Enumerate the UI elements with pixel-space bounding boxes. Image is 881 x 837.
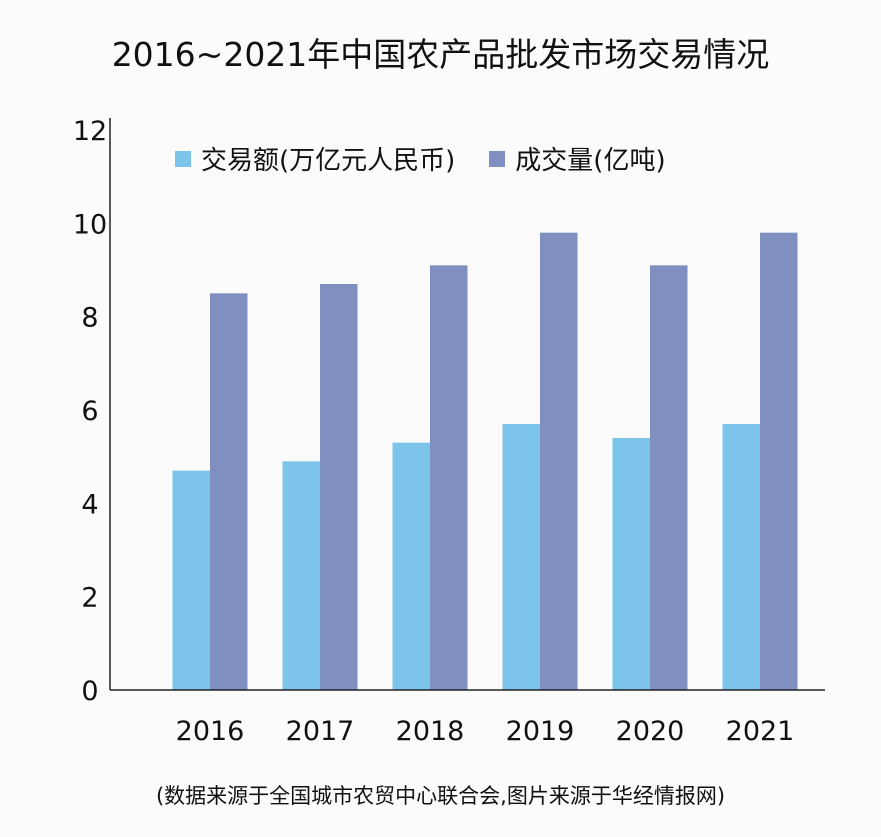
- bar-2019-series-0: [502, 424, 540, 690]
- legend: 交易额(万亿元人民币) 成交量(亿吨): [175, 140, 700, 177]
- legend-label: 交易额(万亿元人民币): [201, 146, 456, 176]
- legend-label: 成交量(亿吨): [515, 146, 666, 176]
- bar-2020-series-0: [612, 438, 650, 690]
- bar-2021-series-0: [722, 424, 760, 690]
- bar-2017-series-1: [320, 284, 358, 690]
- legend-item-volume: 成交量(亿吨): [489, 140, 666, 177]
- bar-2018-series-1: [430, 265, 468, 690]
- y-tick-label: 8: [81, 303, 98, 334]
- legend-item-trade-value: 交易额(万亿元人民币): [175, 140, 455, 177]
- x-tick-label: 2018: [396, 716, 465, 747]
- source-note: (数据来源于全国城市农贸中心联合会,图片来源于华经情报网): [155, 784, 726, 808]
- x-tick-label: 2016: [176, 716, 245, 747]
- x-tick-label: 2020: [616, 716, 685, 747]
- legend-swatch: [175, 150, 191, 167]
- bar-2017-series-0: [282, 461, 320, 690]
- y-tick-label: 2: [81, 583, 98, 614]
- y-tick-label: 0: [81, 676, 98, 707]
- legend-swatch: [489, 150, 506, 167]
- y-tick-label: 4: [81, 489, 98, 520]
- y-tick-label: 6: [81, 396, 98, 427]
- bar-2019-series-1: [540, 232, 578, 690]
- bar-2016-series-0: [172, 470, 210, 690]
- y-tick-label: 10: [73, 209, 107, 240]
- bar-2021-series-1: [760, 232, 798, 690]
- y-tick-label: 12: [73, 116, 107, 147]
- x-tick-label: 2021: [726, 716, 795, 747]
- chart-title: 2016~2021年中国农产品批发市场交易情况: [111, 35, 770, 74]
- bar-2018-series-0: [392, 442, 430, 690]
- bar-2020-series-1: [650, 265, 688, 690]
- bar-2016-series-1: [210, 293, 248, 690]
- x-tick-label: 2017: [286, 716, 355, 747]
- x-tick-label: 2019: [506, 716, 575, 747]
